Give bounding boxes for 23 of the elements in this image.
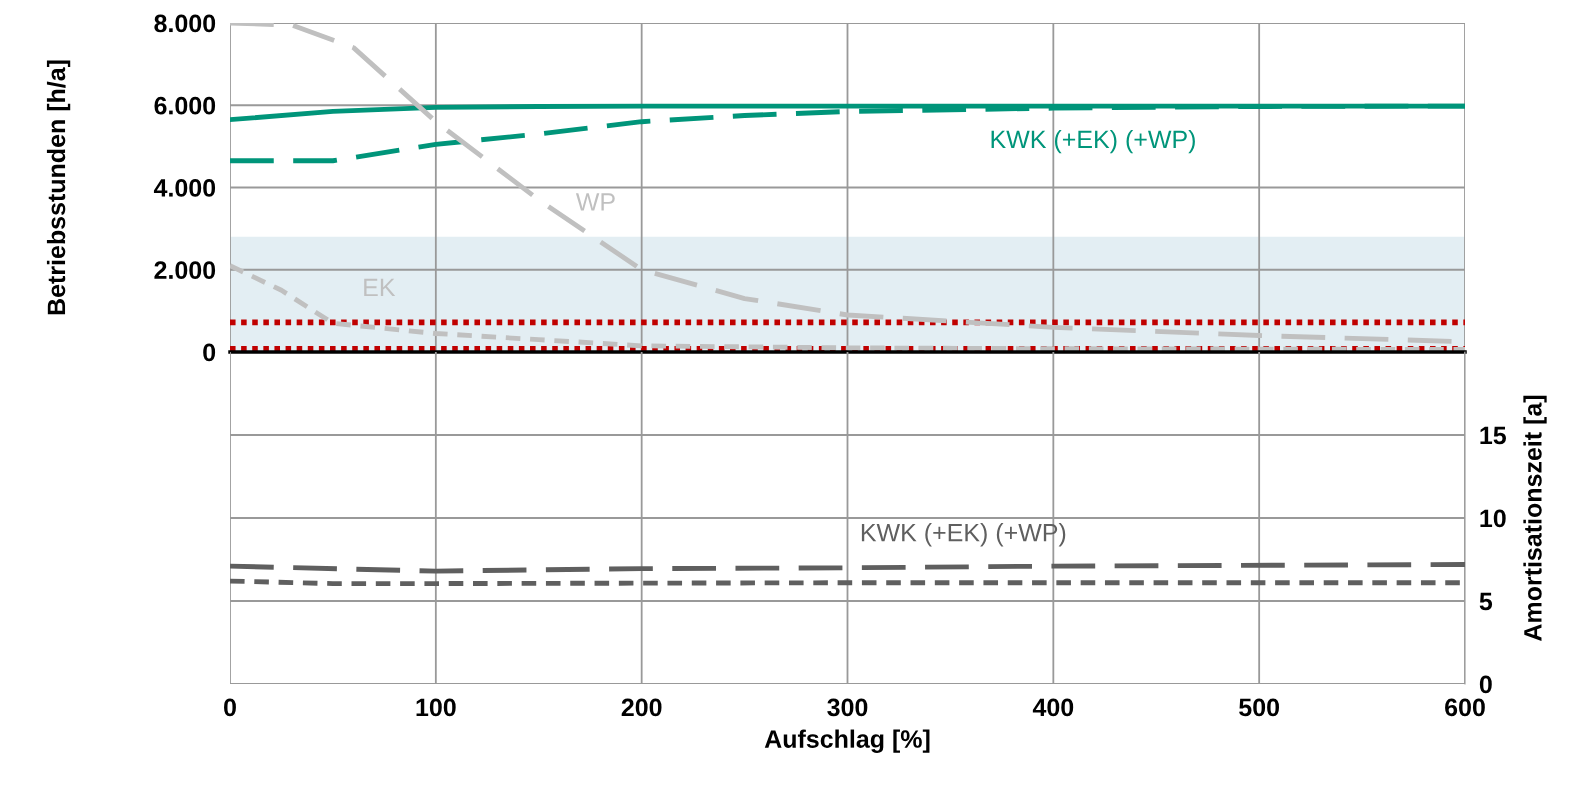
- y-tick-label: 8.000: [154, 14, 216, 33]
- y-tick-label: 6.000: [154, 96, 216, 115]
- y-axis-title: Betriebsstunden [h/a]: [46, 60, 71, 315]
- y-tick-label: 4.000: [153, 179, 216, 197]
- y-tick-label: 0: [1479, 675, 1492, 694]
- y-axis-title: Amortisationszeit [a]: [1523, 395, 1547, 641]
- x-tick-label: 300: [827, 698, 868, 717]
- series-label: WP: [575, 193, 615, 211]
- y-tick-label: 2.000: [154, 261, 216, 280]
- x-tick-label: 100: [416, 698, 456, 717]
- line-series: [230, 263, 1465, 352]
- line-series: [230, 562, 1465, 574]
- y-tick-label: 5: [1479, 592, 1493, 611]
- y-tick-label: 15: [1480, 426, 1506, 445]
- x-tick-label: 200: [621, 698, 662, 717]
- x-tick-label: 600: [1445, 698, 1485, 717]
- x-axis-title: Aufschlag [%]: [764, 729, 930, 753]
- y-tick-label: 10: [1480, 509, 1506, 528]
- series-label: KWK (+EK) (+WP): [991, 129, 1195, 154]
- x-tick-label: 0: [224, 698, 236, 717]
- x-tick-label: 400: [1032, 698, 1074, 717]
- y-tick-label: 0: [203, 343, 216, 362]
- x-tick-label: 500: [1239, 698, 1279, 717]
